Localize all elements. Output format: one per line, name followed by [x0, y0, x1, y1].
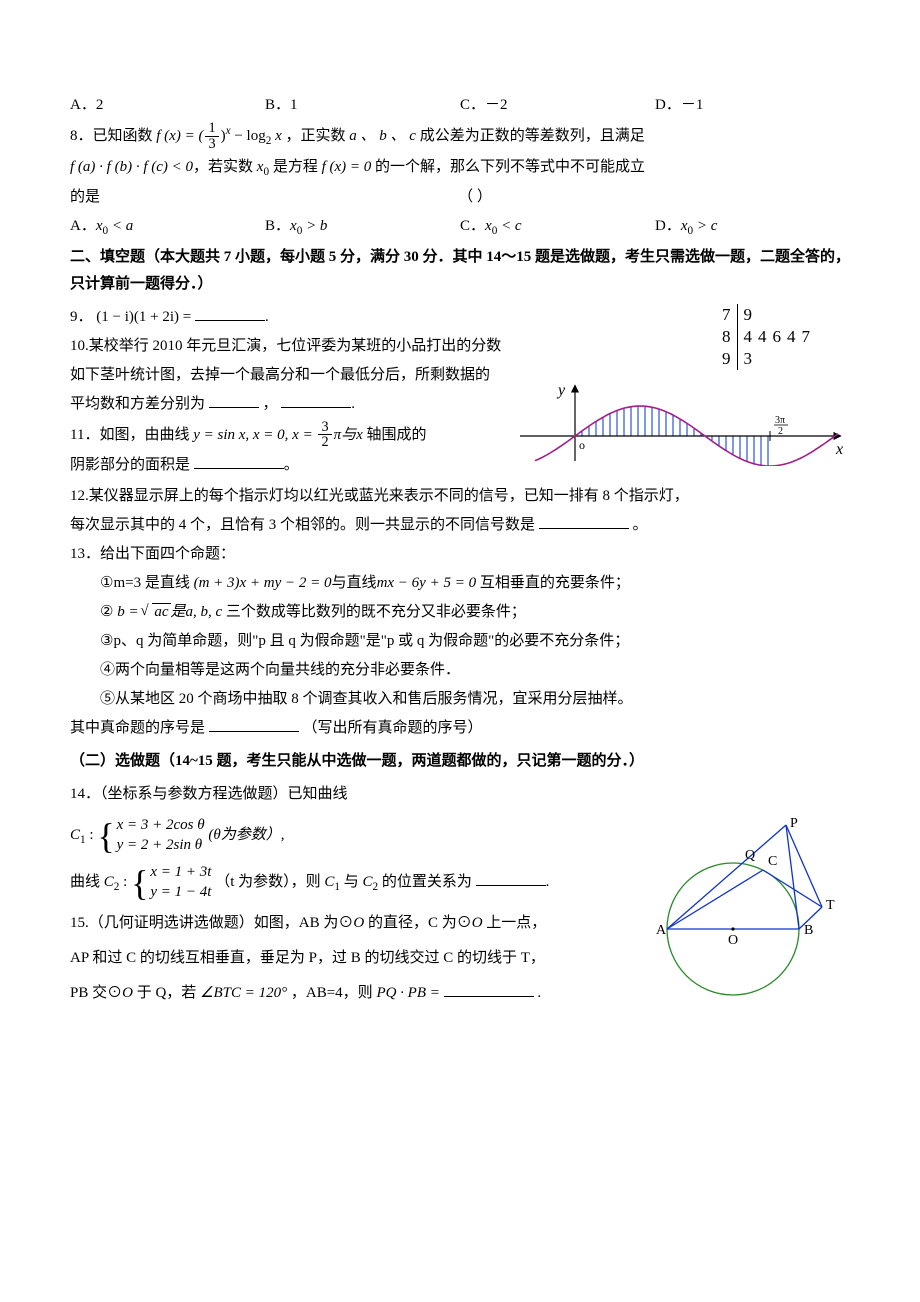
origin-label: o — [579, 438, 585, 452]
q11-graph: y x o 3π 2 — [520, 381, 850, 476]
stemleaf-plot: 79 844647 93 — [718, 304, 820, 370]
q9-tail: . — [265, 309, 269, 325]
q8-paren: （ ） — [100, 184, 850, 211]
q14-blank — [476, 870, 546, 886]
q8-prod: f (a) · f (b) · f (c) < 0 — [70, 159, 193, 175]
center-dot — [731, 928, 734, 931]
q13-s5: ⑤从某地区 20 个商场中抽取 8 个调查其收入和售后服务情况，宜采用分层抽样。 — [70, 686, 850, 713]
q11-frac: 32 — [318, 420, 331, 451]
q8-l2c: 是方程 — [269, 159, 322, 175]
q11-blank — [194, 453, 284, 469]
x-label: x — [835, 441, 843, 458]
q7-opt-a: A．2 — [70, 92, 265, 119]
q13-s1: ①m=3 是直线 (m + 3)x + my − 2 = 0与直线mx − 6y… — [70, 570, 850, 597]
svg-text:T: T — [826, 898, 835, 913]
q7-opt-c: C．－2 — [460, 92, 655, 119]
q8-func-arg: x — [271, 128, 281, 144]
q9-label: 9． — [70, 309, 93, 325]
q13-tail: 其中真命题的序号是 （写出所有真命题的序号） — [70, 715, 850, 742]
q13-s2: ② b = ac是a, b, c 三个数成等比数列的既不充分又非必要条件； — [70, 599, 850, 626]
svg-text:P: P — [790, 817, 798, 831]
q8-text1: ，正实数 — [286, 128, 350, 144]
q8-opt-c: C．x0 < c — [460, 213, 655, 241]
q14-head: 14．（坐标系与参数方程选做题）已知曲线 — [70, 781, 850, 808]
q8-opt-b: B．x0 > b — [265, 213, 460, 241]
q8-prefix: 8．已知函数 — [70, 128, 156, 144]
q8-l2d: 的一个解，那么下列不等式中不可能成立 — [371, 159, 645, 175]
q8-opt-d: D．x0 > c — [655, 213, 850, 241]
q11-expr3: 轴围成的 — [363, 426, 427, 442]
q12-l1: 12.某仪器显示屏上的每个指示灯均以红光或蓝光来表示不同的信号，已知一排有 8 … — [70, 483, 850, 510]
q8-func-rest: − log — [231, 128, 266, 144]
q12-l2: 每次显示其中的 4 个，且恰有 3 个相邻的。则一共显示的不同信号数是 。 — [70, 512, 850, 539]
stemleaf-row: 93 — [718, 348, 820, 370]
stemleaf-row: 79 — [718, 304, 820, 326]
q11-tail: 。 — [284, 457, 299, 473]
q7-opt-b: B．1 — [265, 92, 460, 119]
stemleaf-row: 844647 — [718, 326, 820, 348]
figure-lines — [667, 825, 822, 929]
q11-l2a: 阴影部分的面积是 — [70, 457, 190, 473]
y-label: y — [556, 382, 566, 399]
q8-func-lhs: f (x) = ( — [156, 128, 203, 144]
q13-s4: ④两个向量相等是这两个向量共线的充分非必要条件． — [70, 657, 850, 684]
q10-l3a: 平均数和方差分别为 — [70, 396, 205, 412]
q8-eq: f (x) = 0 — [322, 159, 372, 175]
q8-text2: 成公差为正数的等差数列，且满足 — [416, 128, 645, 144]
q8-frac: 13 — [205, 121, 218, 152]
circle-figure: A B C O P Q T — [620, 817, 840, 1017]
q8-line1: 8．已知函数 f (x) = (13)x − log2 x ，正实数 a 、 b… — [70, 121, 850, 152]
q8-vars: a 、 b 、 c — [349, 128, 416, 144]
q7-opt-d: D．－1 — [655, 92, 850, 119]
hatch-region-2 — [705, 436, 768, 466]
q10-blank1 — [209, 392, 259, 408]
q10-tail: . — [351, 396, 355, 412]
q13-head: 13．给出下面四个命题： — [70, 541, 850, 568]
q13-blank — [209, 716, 299, 732]
q8-l3: 的是 — [70, 184, 100, 211]
figure-labels: A B C O P Q T — [656, 817, 835, 948]
q12-l2a: 每次显示其中的 4 个，且恰有 3 个相邻的。则一共显示的不同信号数是 — [70, 517, 539, 533]
q12-tail: 。 — [633, 517, 648, 533]
tick-frac-bot: 2 — [778, 426, 783, 437]
svg-text:A: A — [656, 923, 667, 938]
q8-options: A．x0 < a B．x0 > b C．x0 < c D．x0 > c — [70, 213, 850, 241]
svg-text:Q: Q — [745, 848, 755, 863]
q11-expr2: π与x — [334, 426, 363, 442]
svg-text:B: B — [804, 923, 813, 938]
q7-options: A．2 B．1 C．－2 D．－1 — [70, 92, 850, 119]
svg-text:O: O — [728, 933, 738, 948]
q9-expr: (1 − i)(1 + 2i) = — [96, 309, 191, 325]
q15-blank — [444, 981, 534, 997]
q10-blank2 — [281, 392, 351, 408]
tick-frac-top: 3π — [775, 415, 785, 426]
q13-s3: ③p、q 为简单命题，则"p 且 q 为假命题"是"p 或 q 为假命题"的必要… — [70, 628, 850, 655]
q8-line2: f (a) · f (b) · f (c) < 0，若实数 x0 是方程 f (… — [70, 154, 850, 182]
q11-label: 11．如图，由曲线 — [70, 426, 193, 442]
q11-expr1: y = sin x, x = 0, x = — [193, 426, 316, 442]
q8-l2b: ，若实数 — [193, 159, 257, 175]
q12-blank — [539, 513, 629, 529]
q9-blank — [195, 305, 265, 321]
section2-title: 二、填空题（本大题共 7 小题，每小题 5 分，满分 30 分．其中 14～15… — [70, 244, 850, 298]
section-opt-title: （二）选做题（14~15 题，考生只能从中选做一题，两道题都做的，只记第一题的分… — [70, 748, 850, 775]
q8-opt-a: A．x0 < a — [70, 213, 265, 241]
svg-text:C: C — [768, 854, 777, 869]
q10-comma: ， — [263, 396, 278, 412]
q8-line3: 的是 （ ） — [70, 184, 850, 211]
